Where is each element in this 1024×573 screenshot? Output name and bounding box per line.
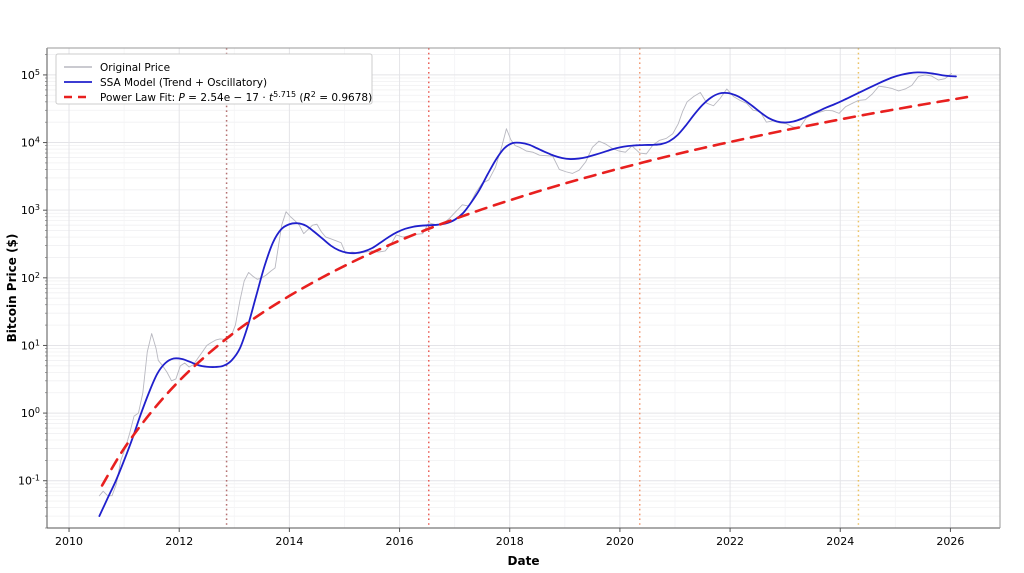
legend-frame [55, 53, 373, 105]
x-tick-label: 2016 [386, 535, 414, 548]
legend-label: SSA Model (Trend + Oscillatory) [100, 77, 267, 89]
x-tick-label: 2010 [55, 535, 83, 548]
chart-legend[interactable]: Original Price SSA Model (Trend + Oscilla… [55, 53, 373, 105]
y-tick-label: 103 [21, 203, 40, 217]
series-power-law-fit [100, 95, 969, 487]
y-tick-label: 10-1 [18, 474, 40, 488]
y-axis-label: Bitcoin Price ($) [5, 234, 19, 343]
halving-event-lines [225, 48, 860, 528]
x-tick-label: 2024 [826, 535, 854, 548]
x-tick-label: 2026 [936, 535, 964, 548]
x-tick-label: 2022 [716, 535, 744, 548]
x-tick-label: 2018 [496, 535, 524, 548]
x-tick-label: 2014 [275, 535, 303, 548]
x-tick-label: 2020 [606, 535, 634, 548]
series-ssa-model-trend-oscillatory [98, 71, 957, 517]
legend-label: Power Law Fit: P = 2.54e − 17 · t5.715 (… [100, 90, 372, 104]
axis-ticks: 2010 2012 2014 2016 2018 2020 2022 2024 2026 10-1… [18, 54, 964, 548]
y-tick-label: 102 [21, 271, 40, 285]
y-tick-label: 100 [21, 406, 40, 420]
grid-major-lines [47, 48, 1000, 528]
x-tick-label: 2012 [165, 535, 193, 548]
y-tick-label: 104 [21, 136, 40, 150]
y-tick-label: 105 [21, 68, 40, 82]
y-tick-label: 101 [21, 338, 40, 352]
data-series-group [98, 71, 969, 517]
legend-label: Original Price [100, 62, 170, 74]
x-axis-label: Date [508, 554, 540, 568]
